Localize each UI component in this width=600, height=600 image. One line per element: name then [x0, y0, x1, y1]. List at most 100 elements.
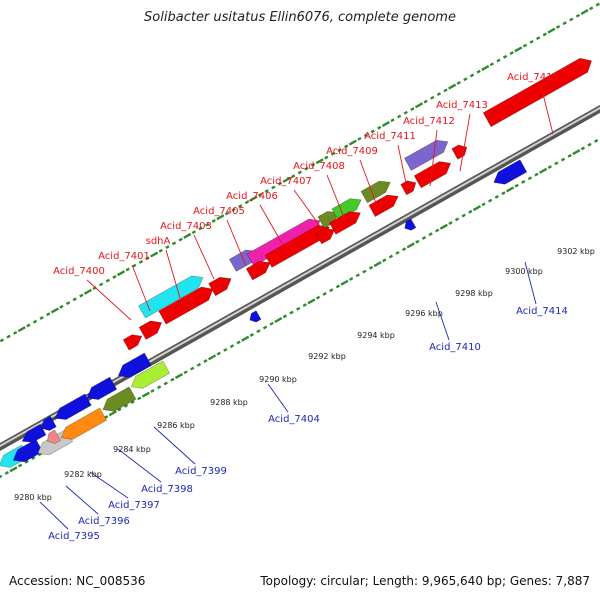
- upper-tick-mark: [204, 222, 210, 227]
- upper-tick-mark: [377, 125, 382, 130]
- upper-tick-mark: [17, 326, 26, 333]
- lower-tick-mark: [322, 291, 327, 296]
- lower-tick-mark: [572, 149, 581, 156]
- lower-tick-mark: [9, 466, 18, 473]
- lower-tick-mark: [241, 335, 250, 342]
- forward-gene-label: Acid_7407: [260, 176, 312, 187]
- scale-tick-label: 9300 kbp: [505, 267, 543, 276]
- upper-tick-mark: [231, 207, 236, 212]
- forward-gene-arrow: [403, 139, 449, 171]
- upper-tick-mark: [502, 54, 508, 59]
- forward-gene-arrow: [208, 276, 232, 297]
- upper-tick-mark: [271, 185, 276, 190]
- reverse-gene-arrow: [404, 218, 417, 231]
- lower-tick-mark: [368, 265, 374, 270]
- genome-metadata-text: Topology: circular; Length: 9,965,640 bp…: [260, 574, 590, 588]
- upper-tick-mark: [344, 144, 349, 149]
- upper-tick-mark: [12, 330, 18, 335]
- lower-tick-mark: [315, 295, 321, 300]
- lower-tick-mark: [435, 228, 440, 233]
- upper-tick-mark: [580, 9, 589, 16]
- lower-tick-mark: [488, 198, 493, 203]
- upper-tick-mark: [238, 204, 243, 208]
- lower-tick-mark: [539, 167, 548, 174]
- lower-tick-mark: [282, 314, 288, 319]
- upper-tick-mark: [150, 251, 159, 258]
- upper-tick-mark: [32, 319, 38, 324]
- lower-tick-mark: [362, 269, 367, 274]
- upper-tick-mark: [536, 36, 541, 41]
- scale-tick-label: 9282 kbp: [64, 470, 102, 479]
- upper-tick-mark: [315, 158, 324, 165]
- forward-gene-arrow: [360, 180, 391, 204]
- upper-tick-mark: [448, 83, 457, 90]
- reverse-label-leader: [267, 383, 289, 413]
- lower-tick-mark: [454, 217, 460, 222]
- forward-gene-label: sdhA: [146, 236, 171, 247]
- lower-tick-mark: [249, 333, 254, 337]
- lower-tick-mark: [421, 236, 427, 240]
- forward-gene-arrow: [317, 211, 339, 229]
- lower-tick-mark: [472, 205, 482, 212]
- upper-tick-mark: [99, 282, 104, 287]
- lower-tick-mark: [554, 161, 559, 166]
- lower-tick-mark: [123, 403, 129, 408]
- lower-tick-mark: [415, 239, 420, 244]
- reverse-gene-arrow: [60, 407, 108, 440]
- forward-gene-arrow: [400, 180, 417, 196]
- upper-tick-mark: [595, 2, 600, 7]
- forward-label-leader: [429, 129, 438, 187]
- upper-tick-mark: [522, 43, 528, 48]
- lower-tick-mark: [163, 381, 168, 386]
- lower-tick-mark: [24, 459, 29, 464]
- lower-tick-mark: [150, 388, 155, 393]
- lower-tick-mark: [534, 172, 539, 177]
- upper-tick-mark: [277, 181, 283, 186]
- upper-tick-mark: [257, 192, 263, 197]
- lower-tick-mark: [335, 284, 341, 289]
- lower-tick-mark: [560, 157, 566, 162]
- lower-tick-mark: [117, 407, 122, 412]
- gene-layer: [0, 57, 592, 468]
- reverse-label-leader: [65, 485, 99, 515]
- forward-label-leader: [259, 204, 285, 248]
- label-leader-layer: [39, 85, 554, 530]
- scale-tick-label: 9280 kbp: [14, 493, 52, 502]
- tick-mark-layer: [0, 2, 600, 479]
- upper-tick-mark: [59, 304, 64, 309]
- upper-tick-mark: [414, 102, 424, 109]
- lower-tick-mark: [388, 254, 394, 259]
- forward-label-leader: [165, 249, 181, 299]
- lower-tick-mark: [587, 142, 592, 147]
- reverse-gene-arrow: [86, 376, 118, 400]
- lower-tick-mark: [137, 396, 142, 401]
- reverse-gene-label: Acid_7398: [141, 484, 193, 495]
- upper-tick-mark: [171, 241, 177, 246]
- reverse-gene-label: Acid_7410: [429, 342, 481, 353]
- upper-tick-mark: [6, 334, 11, 339]
- reverse-gene-arrow: [12, 438, 44, 463]
- reverse-gene-arrow: [117, 352, 152, 378]
- upper-tick-mark: [297, 170, 302, 175]
- upper-tick-mark: [191, 230, 197, 235]
- lower-tick-mark: [527, 176, 533, 181]
- upper-tick-mark: [542, 32, 547, 37]
- forward-gene-label: Acid_7408: [293, 161, 345, 172]
- forward-gene-label: Acid_7405: [193, 206, 245, 217]
- forward-gene-label: Acid_7406: [226, 191, 278, 202]
- lower-tick-mark: [236, 340, 241, 345]
- upper-tick-mark: [105, 278, 110, 283]
- forward-gene-arrow: [368, 194, 399, 218]
- reverse-label-leader: [153, 426, 196, 465]
- forward-label-leader: [86, 279, 132, 321]
- forward-label-leader: [397, 144, 409, 194]
- forward-label-leader: [131, 264, 151, 312]
- forward-gene-label: Acid_7415: [507, 72, 559, 83]
- forward-gene-arrow: [315, 228, 335, 245]
- lower-tick-mark: [401, 247, 407, 252]
- reverse-gene-arrow: [40, 415, 57, 431]
- upper-tick-mark: [547, 27, 556, 34]
- lower-tick-mark: [593, 139, 599, 143]
- forward-gene-arrow: [328, 211, 361, 235]
